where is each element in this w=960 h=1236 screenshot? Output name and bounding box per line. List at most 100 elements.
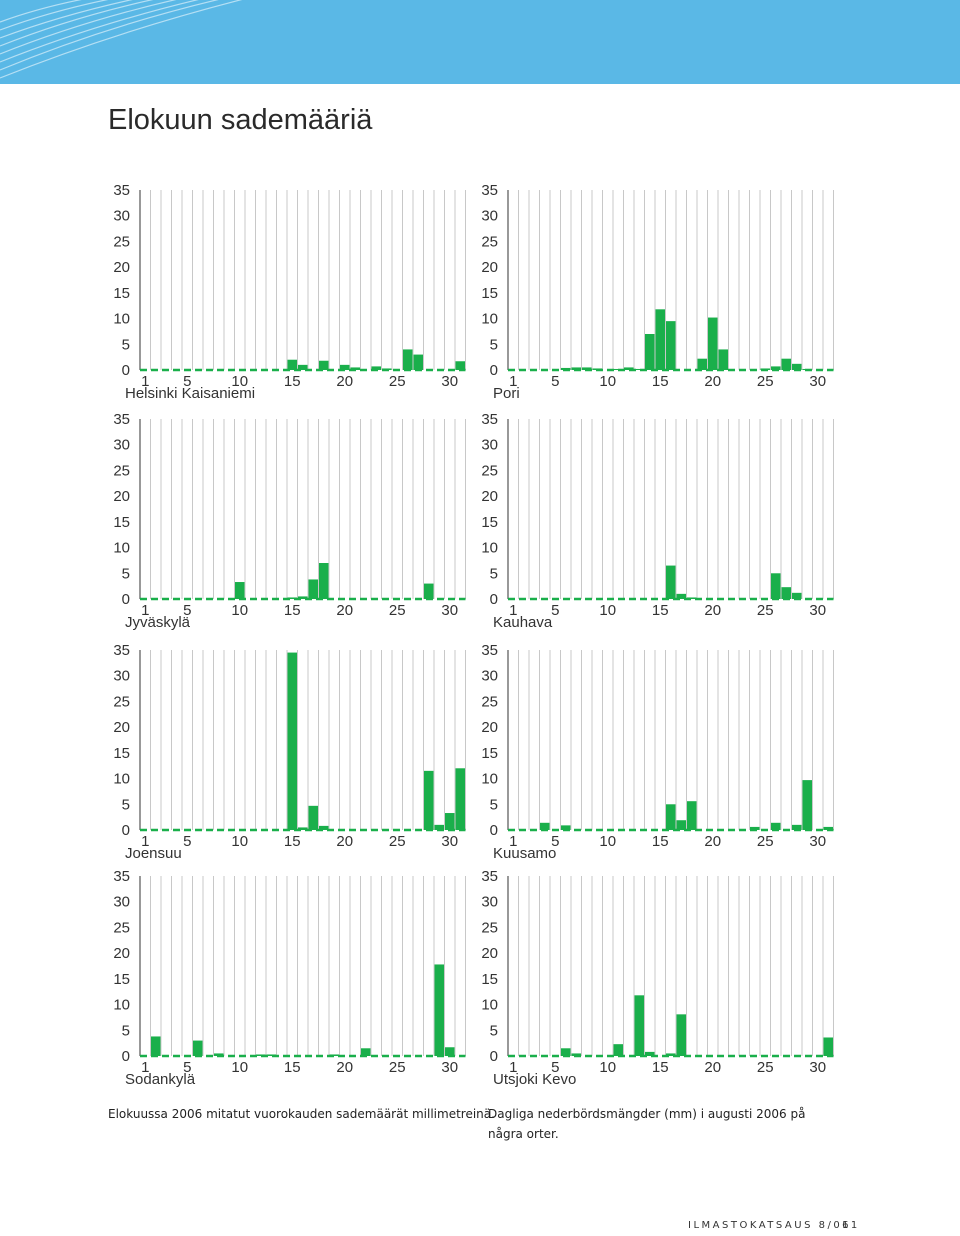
bar-day-16 [298, 827, 308, 830]
y-tick-label: 25 [113, 919, 130, 936]
x-tick-label: 25 [389, 833, 406, 850]
x-tick-label: 5 [183, 602, 191, 619]
bar-day-16 [298, 596, 308, 599]
x-tick-label: 10 [599, 602, 616, 619]
x-tick-label: 15 [284, 833, 301, 850]
y-tick-label: 15 [481, 514, 498, 531]
bar-day-19 [697, 358, 707, 370]
x-tick-label: 20 [336, 602, 353, 619]
x-tick-label: 5 [183, 1059, 191, 1076]
bar-day-15 [287, 652, 297, 830]
bar-day-16 [666, 1053, 676, 1056]
bar-day-26 [403, 349, 413, 370]
bar-day-2 [151, 1036, 161, 1056]
x-tick-label: 25 [757, 833, 774, 850]
bar-day-26 [771, 822, 781, 830]
bar-day-29 [802, 780, 812, 830]
y-tick-label: 35 [113, 411, 130, 428]
x-tick-label: 15 [652, 373, 669, 390]
y-tick-label: 35 [113, 182, 130, 199]
bar-day-12 [256, 1054, 266, 1056]
x-tick-label: 30 [441, 1059, 458, 1076]
x-tick-label: 1 [509, 602, 517, 619]
y-tick-label: 10 [481, 540, 498, 557]
y-tick-label: 15 [113, 514, 130, 531]
bar-day-15 [655, 309, 665, 370]
bar-day-6 [561, 1048, 571, 1056]
y-tick-label: 15 [481, 745, 498, 762]
footer-page-number: 11 [842, 1220, 860, 1231]
bar-day-4 [540, 822, 550, 830]
station-name: Jyväskylä [125, 614, 191, 631]
bar-day-27 [781, 587, 791, 599]
x-tick-label: 5 [551, 373, 559, 390]
x-tick-label: 20 [704, 602, 721, 619]
x-tick-label: 25 [757, 373, 774, 390]
bar-day-15 [287, 597, 297, 599]
bar-day-31 [455, 768, 465, 830]
y-tick-label: 10 [481, 771, 498, 788]
bar-day-13 [266, 1054, 276, 1056]
x-tick-label: 30 [441, 602, 458, 619]
y-tick-label: 25 [481, 462, 498, 479]
y-tick-label: 35 [113, 868, 130, 885]
y-tick-label: 30 [113, 668, 130, 685]
y-tick-label: 25 [113, 693, 130, 710]
station-name: Sodankylä [125, 1071, 196, 1088]
x-tick-label: 5 [183, 373, 191, 390]
station-name: Pori [493, 385, 520, 402]
x-tick-label: 1 [141, 833, 149, 850]
bar-day-28 [424, 583, 434, 599]
bar-day-23 [371, 366, 381, 370]
y-tick-label: 30 [481, 208, 498, 225]
x-tick-label: 10 [231, 602, 248, 619]
x-tick-label: 5 [551, 602, 559, 619]
bar-day-6 [193, 1040, 203, 1056]
y-tick-label: 0 [490, 362, 498, 379]
bar-day-31 [823, 826, 833, 830]
bar-day-14 [645, 334, 655, 370]
x-tick-label: 25 [757, 602, 774, 619]
bar-day-27 [781, 358, 791, 370]
bar-day-17 [676, 593, 686, 599]
x-tick-label: 15 [652, 1059, 669, 1076]
station-name: Joensuu [125, 845, 182, 862]
bar-day-17 [676, 820, 686, 830]
x-tick-label: 30 [809, 373, 826, 390]
x-tick-label: 5 [551, 1059, 559, 1076]
station-name: Utsjoki Kevo [493, 1071, 576, 1088]
bar-day-28 [424, 770, 434, 830]
header-banner [0, 0, 960, 84]
bar-day-18 [687, 801, 697, 830]
x-tick-label: 20 [704, 1059, 721, 1076]
banner-swoosh-lines [0, 0, 243, 79]
page-title: Elokuun sademääriä [108, 104, 373, 136]
x-tick-label: 10 [599, 1059, 616, 1076]
x-tick-label: 25 [389, 373, 406, 390]
y-tick-label: 20 [113, 719, 130, 736]
bar-day-13 [634, 368, 644, 370]
y-tick-label: 10 [113, 540, 130, 557]
y-tick-label: 25 [481, 693, 498, 710]
x-tick-label: 20 [336, 1059, 353, 1076]
bar-day-24 [750, 826, 760, 830]
x-tick-label: 10 [599, 373, 616, 390]
x-tick-label: 30 [809, 833, 826, 850]
x-tick-label: 30 [441, 833, 458, 850]
x-tick-label: 20 [336, 833, 353, 850]
y-tick-label: 10 [481, 311, 498, 328]
y-tick-label: 15 [113, 745, 130, 762]
y-tick-label: 20 [481, 259, 498, 276]
bar-day-26 [771, 366, 781, 370]
x-tick-label: 10 [231, 833, 248, 850]
bar-day-16 [666, 804, 676, 830]
y-tick-label: 20 [113, 945, 130, 962]
y-tick-label: 30 [113, 894, 130, 911]
bar-day-17 [308, 805, 318, 830]
x-tick-label: 30 [441, 373, 458, 390]
